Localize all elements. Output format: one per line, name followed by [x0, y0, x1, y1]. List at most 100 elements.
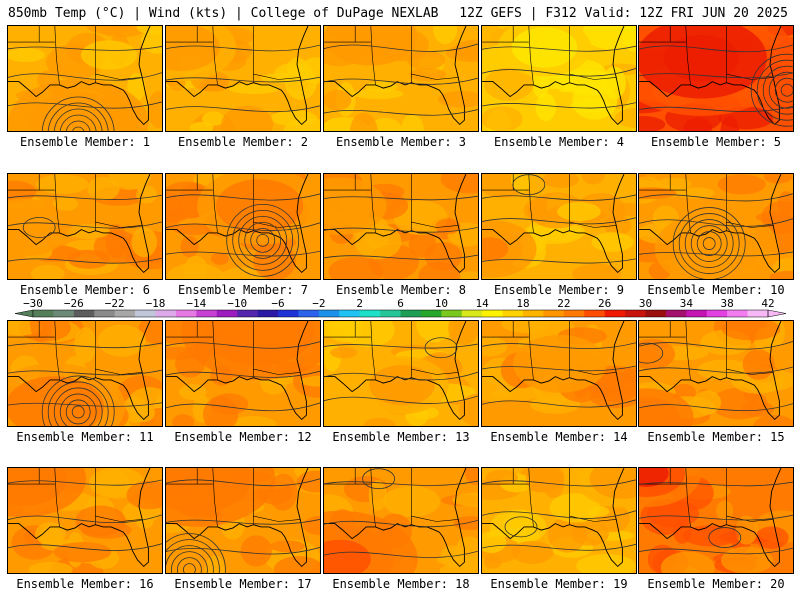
- colorbar-tick-label: −30: [23, 297, 43, 310]
- ensemble-member-label: Ensemble Member: 6: [19, 283, 151, 297]
- temperature-map: [324, 468, 478, 573]
- ensemble-map-panel: [323, 467, 479, 574]
- header-title-left: 850mb Temp (°C) | Wind (kts) | College o…: [8, 6, 439, 21]
- colorbar-swatch: [420, 310, 442, 317]
- colorbar-tick-label: 34: [680, 297, 694, 310]
- colorbar-swatch: [706, 310, 728, 317]
- temperature-map: [639, 174, 793, 279]
- ensemble-member-label: Ensemble Member: 12: [174, 430, 312, 444]
- colorbar-tick-label: −6: [271, 297, 284, 310]
- colorbar-tick-label: −2: [312, 297, 325, 310]
- temperature-map: [8, 468, 162, 573]
- colorbar-swatch: [94, 310, 115, 317]
- temperature-map: [8, 26, 162, 131]
- colorbar-tick-label: 38: [721, 297, 734, 310]
- colorbar-swatch: [359, 310, 381, 317]
- colorbar-tick-label: −10: [227, 297, 247, 310]
- colorbar-swatch: [278, 310, 299, 317]
- ensemble-map-panel: [638, 173, 794, 280]
- temperature-map: [166, 321, 320, 426]
- temperature-map: [482, 321, 636, 426]
- colorbar-swatch: [33, 310, 54, 317]
- ensemble-member-label: Ensemble Member: 17: [174, 577, 312, 591]
- colorbar-swatch: [482, 310, 503, 317]
- colorbar-swatch: [175, 310, 197, 317]
- temperature-map: [166, 26, 320, 131]
- temperature-map: [482, 468, 636, 573]
- ensemble-member-label: Ensemble Member: 1: [19, 135, 151, 149]
- colorbar-swatch: [584, 310, 605, 317]
- temperature-map: [639, 26, 793, 131]
- ensemble-member-label: Ensemble Member: 5: [650, 135, 782, 149]
- ensemble-map-panel: [638, 25, 794, 132]
- ensemble-member-label: Ensemble Member: 10: [647, 283, 785, 297]
- ensemble-member-label: Ensemble Member: 11: [16, 430, 154, 444]
- temperature-map: [8, 174, 162, 279]
- colorbar-outline: [32, 309, 769, 318]
- colorbar-tick-label: 2: [356, 297, 363, 310]
- colorbar-swatch: [625, 310, 646, 317]
- ensemble-map-panel: [481, 173, 637, 280]
- colorbar-swatch: [135, 310, 156, 317]
- colorbar-swatch: [237, 310, 258, 317]
- colorbar-tick-label: −22: [105, 297, 125, 310]
- colorbar-swatch: [543, 310, 565, 317]
- ensemble-member-label: Ensemble Member: 15: [647, 430, 785, 444]
- colorbar-swatch: [523, 310, 544, 317]
- temperature-map: [166, 468, 320, 573]
- ensemble-member-label: Ensemble Member: 16: [16, 577, 154, 591]
- colorbar-swatch: [53, 310, 75, 317]
- colorbar-right-arrow: [767, 309, 787, 318]
- colorbar-tick-label: 10: [435, 297, 448, 310]
- ensemble-member-label: Ensemble Member: 19: [490, 577, 628, 591]
- colorbar-swatch: [257, 310, 279, 317]
- ensemble-map-panel: [323, 320, 479, 427]
- ensemble-member-label: Ensemble Member: 18: [332, 577, 470, 591]
- colorbar-tick-label: 6: [397, 297, 404, 310]
- ensemble-map-panel: [7, 467, 163, 574]
- colorbar-swatch: [380, 310, 401, 317]
- colorbar-swatch: [727, 310, 748, 317]
- colorbar-swatch: [747, 310, 769, 317]
- ensemble-member-label: Ensemble Member: 13: [332, 430, 470, 444]
- temperature-map: [639, 321, 793, 426]
- temperature-map: [482, 26, 636, 131]
- colorbar-tick-label: −18: [146, 297, 166, 310]
- ensemble-member-label: Ensemble Member: 9: [493, 283, 625, 297]
- ensemble-map-panel: [7, 173, 163, 280]
- ensemble-member-label: Ensemble Member: 8: [335, 283, 467, 297]
- colorbar-swatch: [400, 310, 422, 317]
- colorbar-tick-label: 26: [598, 297, 611, 310]
- colorbar-tick-label: 42: [761, 297, 774, 310]
- ensemble-map-panel: [638, 467, 794, 574]
- colorbar-swatch: [645, 310, 667, 317]
- temperature-map: [8, 321, 162, 426]
- ensemble-map-panel: [165, 320, 321, 427]
- colorbar-swatch: [502, 310, 524, 317]
- ensemble-map-panel: [323, 173, 479, 280]
- colorbar-swatch: [339, 310, 360, 317]
- colorbar-tick-label: 30: [639, 297, 652, 310]
- temperature-map: [639, 468, 793, 573]
- ensemble-map-panel: [323, 25, 479, 132]
- colorbar-swatch: [318, 310, 340, 317]
- ensemble-map-panel: [481, 467, 637, 574]
- ensemble-map-panel: [7, 320, 163, 427]
- colorbar-swatch: [73, 310, 95, 317]
- colorbar-tick-label: −14: [186, 297, 206, 310]
- colorbar-swatch: [604, 310, 626, 317]
- ensemble-member-label: Ensemble Member: 14: [490, 430, 628, 444]
- colorbar-swatch: [665, 310, 687, 317]
- colorbar-swatch: [114, 310, 136, 317]
- ensemble-map-panel: [7, 25, 163, 132]
- ensemble-member-label: Ensemble Member: 3: [335, 135, 467, 149]
- temperature-colorbar: −30 −26 −22 −18 −14 −10 −6 −2 2 6 10 14 18 22 26 30 34 38…: [14, 297, 787, 318]
- temperature-map: [324, 321, 478, 426]
- colorbar-tick-label: 18: [516, 297, 529, 310]
- ensemble-map-panel: [165, 25, 321, 132]
- colorbar-swatch: [563, 310, 585, 317]
- colorbar-swatch: [155, 310, 177, 317]
- temperature-map: [324, 26, 478, 131]
- ensemble-map-panel: [165, 173, 321, 280]
- colorbar-swatch: [461, 310, 483, 317]
